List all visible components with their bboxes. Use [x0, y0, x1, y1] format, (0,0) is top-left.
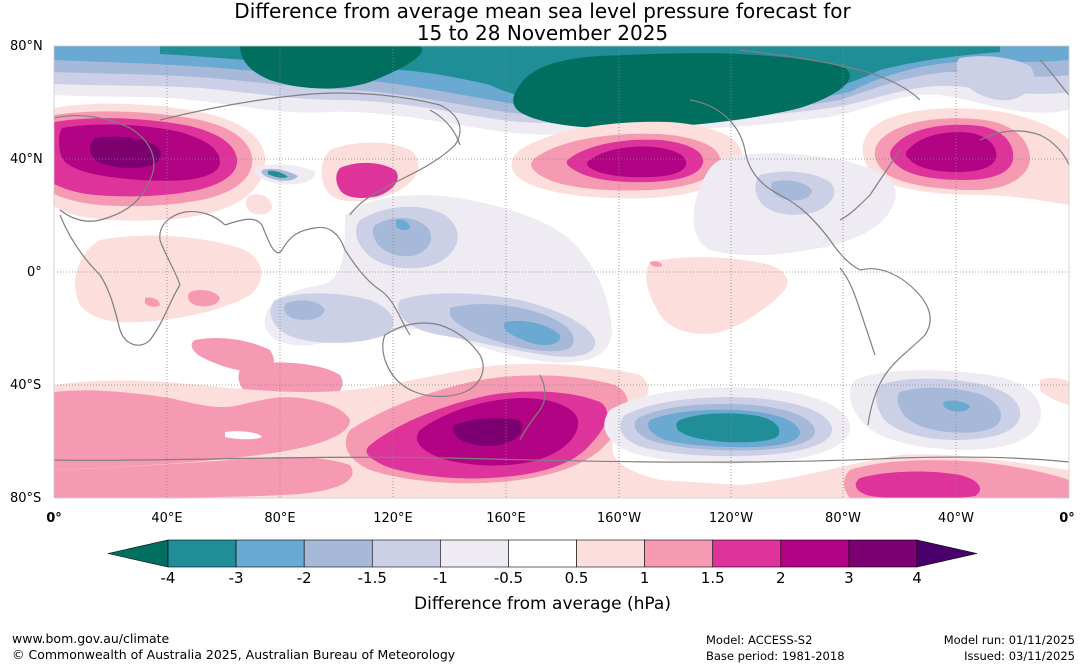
colorbar-segment	[848, 539, 918, 568]
colorbar	[107, 539, 978, 568]
footer-model-run: Model run: 01/11/2025	[943, 633, 1075, 647]
footer-model: Model: ACCESS-S2	[706, 633, 813, 647]
colorbar-segment	[167, 539, 237, 568]
colorbar-tick-label: 3	[844, 569, 854, 587]
colorbar-tick-label: -1	[432, 569, 448, 587]
south-atlantic-low	[849, 370, 1041, 450]
lon-label-40e: 40°E	[151, 511, 183, 526]
colorbar-segment	[371, 539, 441, 568]
footer-website: www.bom.gov.au/climate	[12, 631, 170, 646]
title-line-1: Difference from average mean sea level p…	[234, 0, 851, 23]
colorbar-segment	[303, 539, 373, 568]
lat-label-40n: 40°N	[10, 152, 43, 167]
colorbar-tick-label: 1	[639, 569, 650, 587]
footer-copyright: © Commonwealth of Australia 2025, Austra…	[12, 647, 456, 662]
footer-base-period: Base period: 1981-2018	[706, 649, 845, 663]
colorbar-tick-label: -3	[228, 569, 244, 587]
north-atlantic-high	[862, 108, 1069, 205]
lon-label-160w: 160°W	[596, 511, 642, 526]
lat-label-80n: 80°N	[10, 39, 43, 54]
south-pacific-low	[604, 387, 851, 464]
colorbar-tick-label: -2	[296, 569, 312, 587]
title-line-2: 15 to 28 November 2025	[416, 21, 669, 45]
lon-label-160e: 160°E	[486, 511, 526, 526]
lon-label-40w: 40°W	[938, 511, 974, 526]
colorbar-extend-high	[916, 539, 978, 568]
lat-label-40s: 40°S	[10, 378, 42, 393]
colorbar-segment	[576, 539, 645, 568]
colorbar-segment	[780, 539, 850, 568]
colorbar-segment	[644, 539, 714, 568]
lon-label-0-right: 0°	[1059, 511, 1075, 526]
colorbar-tick-label: 1.5	[700, 569, 725, 587]
colorbar-segment	[440, 539, 509, 568]
himalaya-anomaly	[254, 164, 316, 185]
footer-issued: Issued: 03/11/2025	[964, 649, 1075, 663]
lat-label-80s: 80°S	[10, 491, 42, 506]
colorbar-tick-label: 0.5	[564, 569, 589, 587]
colorbar-extend-low	[107, 539, 169, 568]
lon-label-120w: 120°W	[708, 511, 754, 526]
lat-label-equator: 0°	[27, 265, 42, 280]
tropical-west-pacific-low	[264, 195, 612, 363]
southern-high-belt	[54, 363, 1069, 498]
colorbar-segment	[712, 539, 782, 568]
colorbar-tick-label: -4	[160, 569, 176, 587]
north-pacific-high	[511, 121, 743, 199]
colorbar-tick-label: -0.5	[493, 569, 524, 587]
lon-label-80w: 80°W	[825, 511, 861, 526]
colorbar-segment	[235, 539, 305, 568]
arctic-low-belt	[54, 46, 1069, 135]
lon-label-0-left: 0°	[46, 511, 62, 526]
coastlines	[54, 49, 1069, 463]
colorbar-segment	[508, 539, 577, 568]
colorbar-tick-label: 4	[912, 569, 922, 587]
anomaly-field	[54, 46, 1069, 498]
colorbar-tick-label: 2	[776, 569, 786, 587]
map-frame	[53, 45, 1070, 499]
colorbar-label: Difference from average (hPa)	[414, 594, 671, 614]
graticule	[54, 46, 1069, 498]
lon-label-80e: 80°E	[264, 511, 296, 526]
lon-label-120e: 120°E	[373, 511, 413, 526]
colorbar-tick-label: -1.5	[357, 569, 387, 587]
